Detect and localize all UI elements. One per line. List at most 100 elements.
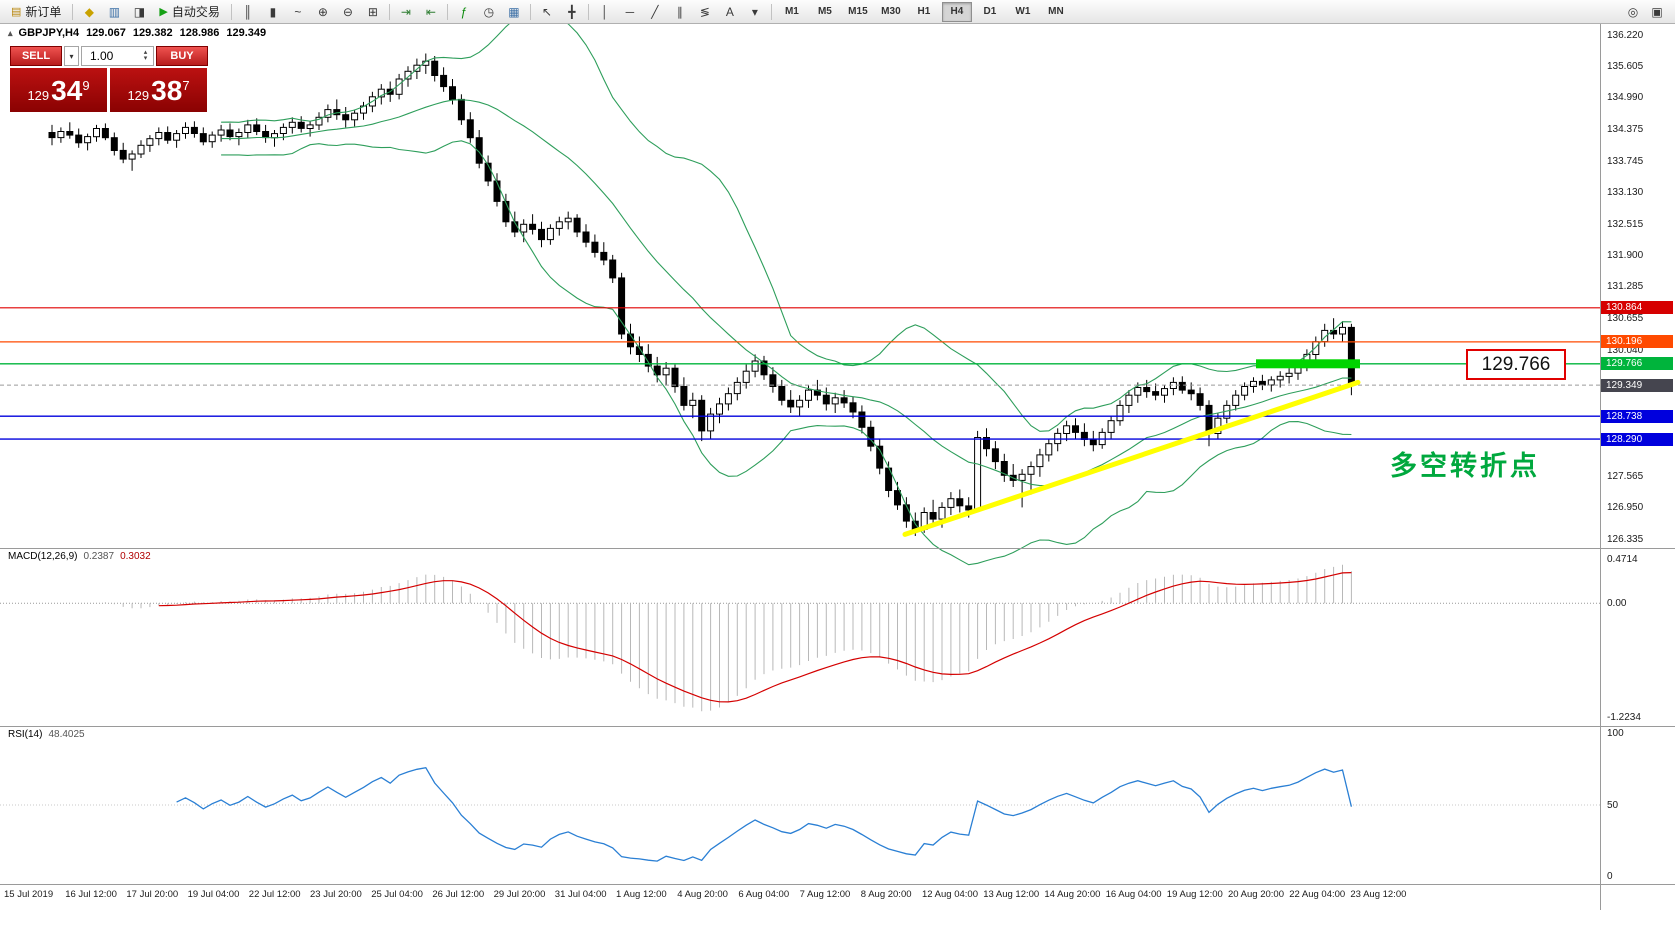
time-axis-label: 23 Aug 12:00: [1350, 889, 1407, 900]
time-axis-label: 29 Jul 20:00: [493, 889, 546, 900]
templates-icon[interactable]: ▦: [508, 4, 520, 19]
macd-scale-max: 0.4714: [1607, 554, 1638, 565]
time-axis-label: 16 Aug 04:00: [1105, 889, 1162, 900]
buy-price-big: 129: [127, 88, 150, 103]
horizontal-line-icon[interactable]: ─: [625, 4, 635, 19]
sell-price-big: 129: [27, 88, 50, 103]
buy-price-frac: 7: [182, 78, 190, 93]
volume-dropdown[interactable]: ▾: [64, 46, 79, 66]
price-tick: 134.375: [1607, 123, 1644, 135]
autotrade-button-label: 自动交易: [171, 5, 220, 19]
price-tick: 127.565: [1607, 471, 1644, 483]
new-order-button[interactable]: ▤ 新订单: [4, 2, 68, 22]
time-axis-label: 19 Aug 12:00: [1166, 889, 1223, 900]
price-tick: 131.900: [1607, 249, 1644, 261]
price-tick: 135.605: [1607, 60, 1644, 72]
timeframe-m1-button[interactable]: M1: [784, 6, 799, 17]
price-tick: 133.745: [1607, 155, 1644, 167]
timeframe-d1-button[interactable]: D1: [983, 6, 997, 17]
buy-price-tile[interactable]: 129 38 7: [110, 68, 207, 112]
sell-price-tile[interactable]: 129 34 9: [10, 68, 107, 112]
price-tick: 133.130: [1607, 187, 1644, 199]
volume-up-icon[interactable]: ▴: [143, 49, 148, 56]
timeframe-m5-button[interactable]: M5: [817, 6, 832, 17]
time-axis-label: 15 Jul 2019: [4, 889, 54, 900]
volume-down-icon[interactable]: ▾: [143, 55, 148, 62]
panel-separator[interactable]: [0, 726, 1675, 727]
search-icon[interactable]: ◎: [1627, 5, 1639, 19]
price-tick: 131.285: [1607, 281, 1644, 293]
autotrade-button[interactable]: ▶ 自动交易: [152, 2, 226, 22]
volume-input[interactable]: 1.00 ▴ ▾: [81, 46, 154, 66]
price-tick: 136.220: [1607, 29, 1644, 41]
arrows-icon[interactable]: ▾: [751, 4, 758, 19]
charts-icon[interactable]: ▥: [108, 4, 121, 19]
cursor-icon[interactable]: ↖: [541, 4, 552, 19]
indicators-icon[interactable]: ƒ: [460, 4, 468, 19]
crosshair-icon[interactable]: ╋: [568, 4, 576, 19]
volume-value: 1.00: [90, 49, 114, 63]
tile-windows-icon[interactable]: ⊞: [367, 4, 378, 19]
channel-icon[interactable]: ∥: [676, 4, 683, 19]
fibonacci-icon[interactable]: ≶: [699, 4, 710, 19]
time-axis-label: 19 Jul 04:00: [187, 889, 240, 900]
toolbar: ▤ 新订单 ◆ ▥ ◨ ▶ 自动交易 ║ ▮ ~ ⊕ ⊖ ⊞ ⇥ ⇤ ƒ ◷ ▦ ↖ ╋ │ ─ ╱ ∥ ≶ A ▾ M1 M5 M15 M…: [0, 0, 1675, 24]
new-order-icon: ▤: [11, 6, 22, 18]
rsi-scale-50: 50: [1607, 800, 1619, 811]
time-axis-label: 12 Aug 04:00: [922, 889, 978, 900]
profiles-icon[interactable]: ◆: [84, 4, 95, 19]
toolbar-separator: [230, 3, 232, 20]
symbol-period-label: GBPJPY,H4: [18, 27, 80, 39]
price-badge: 130.196: [1601, 335, 1673, 349]
time-axis-label: 4 Aug 20:00: [677, 889, 728, 900]
time-axis-label: 23 Jul 20:00: [310, 889, 362, 900]
timeframe-h4-button[interactable]: H4: [941, 1, 972, 22]
autotrade-play-icon: ▶: [159, 6, 168, 18]
price-tick: 130.040: [1607, 344, 1644, 356]
time-axis-label: 16 Jul 12:00: [65, 889, 117, 900]
time-axis-label: 20 Aug 20:00: [1228, 889, 1284, 900]
timeframe-mn-button[interactable]: MN: [1048, 6, 1064, 17]
terminal-icon[interactable]: ◨: [133, 4, 146, 19]
macd-name: MACD(12,26,9): [8, 551, 78, 562]
timeframe-m30-button[interactable]: M30: [881, 6, 901, 17]
bar-chart-icon[interactable]: ║: [243, 4, 253, 19]
turning-point-annotation: 多空转折点: [1390, 451, 1540, 481]
price-annotation-label: 129.766: [1466, 349, 1566, 380]
text-label-icon[interactable]: A: [725, 4, 734, 19]
timeframe-h1-button[interactable]: H1: [917, 6, 931, 17]
price-badge: 129.349: [1601, 378, 1673, 392]
line-chart-icon[interactable]: ~: [294, 4, 302, 19]
buy-button[interactable]: BUY: [156, 46, 208, 66]
collapse-panel-icon[interactable]: ▴: [8, 27, 13, 38]
time-axis-label: 7 Aug 12:00: [799, 889, 851, 900]
time-axis-label: 31 Jul 04:00: [554, 889, 607, 900]
timeframe-m15-button[interactable]: M15: [848, 6, 868, 17]
panel-separator[interactable]: [0, 548, 1675, 549]
price-tick: 126.335: [1607, 533, 1644, 545]
zoom-in-icon[interactable]: ⊕: [317, 4, 328, 19]
periods-icon[interactable]: ◷: [483, 4, 495, 19]
vertical-line-icon[interactable]: │: [601, 4, 609, 19]
toolbar-right-icons: ◎ ▣: [1621, 1, 1669, 23]
sell-button[interactable]: SELL: [10, 46, 62, 66]
chart-shift-icon[interactable]: ⇤: [425, 4, 436, 19]
chevron-down-icon: ▾: [69, 51, 74, 61]
price-axis[interactable]: [1601, 24, 1675, 884]
timeframe-w1-button[interactable]: W1: [1015, 6, 1031, 17]
zoom-out-icon[interactable]: ⊖: [342, 4, 353, 19]
panel-separator[interactable]: [0, 884, 1675, 885]
price-tick: 134.990: [1607, 92, 1644, 104]
toolbar-separator: [446, 3, 448, 20]
trendline-icon[interactable]: ╱: [651, 4, 659, 19]
window-list-icon[interactable]: ▣: [1651, 5, 1663, 19]
toolbar-separator: [388, 3, 390, 20]
toolbar-separator: [770, 3, 772, 20]
auto-scroll-icon[interactable]: ⇥: [400, 4, 411, 19]
macd-label: MACD(12,26,9) 0.2387 0.3032: [8, 551, 151, 562]
candlestick-chart-icon[interactable]: ▮: [269, 4, 277, 19]
ohlc-high: 129.382: [132, 27, 173, 39]
buy-price-pips: 38: [151, 75, 183, 106]
toolbar-separator: [72, 3, 74, 20]
